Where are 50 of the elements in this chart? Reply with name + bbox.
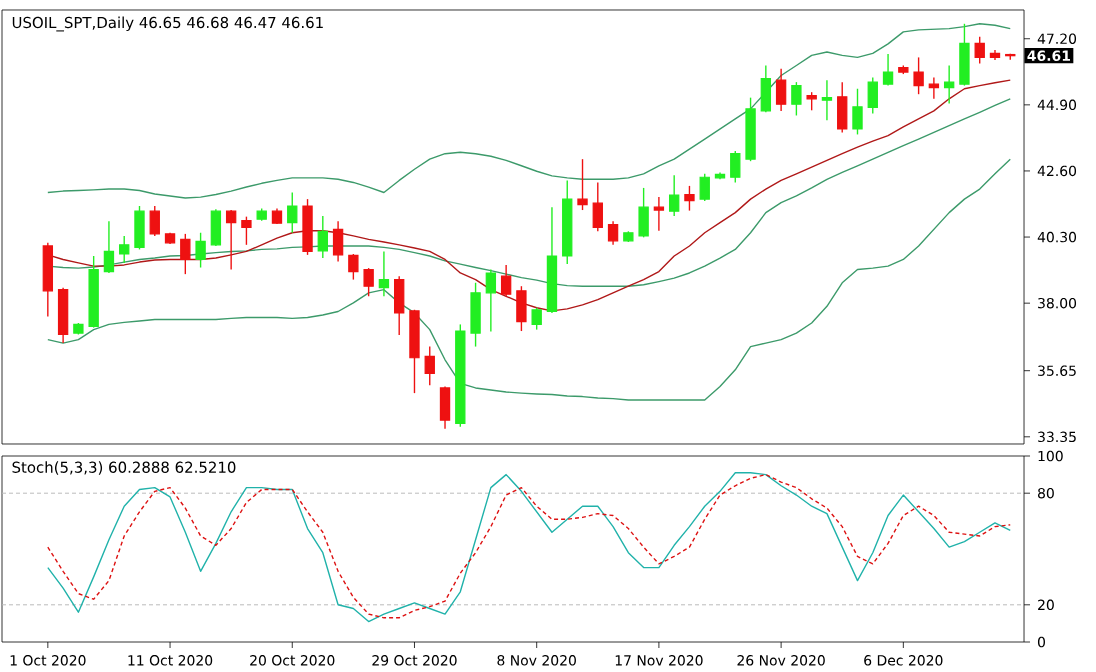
candlestick xyxy=(638,187,649,239)
candlestick xyxy=(775,67,787,112)
candlestick xyxy=(378,250,390,297)
candlestick xyxy=(470,282,481,348)
candlestick xyxy=(882,53,894,87)
candlestick xyxy=(485,268,497,333)
candlestick xyxy=(57,286,69,344)
candlestick xyxy=(180,233,191,275)
candlestick xyxy=(959,23,970,87)
candlestick xyxy=(287,191,298,234)
candlestick xyxy=(592,181,603,232)
candlestick xyxy=(806,91,817,111)
candlestick xyxy=(195,232,206,269)
candlestick xyxy=(210,208,222,247)
candlestick xyxy=(837,81,848,134)
candlestick xyxy=(302,198,313,256)
candlestick xyxy=(317,215,328,259)
candlestick xyxy=(363,267,374,297)
candlestick xyxy=(241,215,252,246)
candlestick xyxy=(516,285,527,332)
candlestick xyxy=(760,64,772,114)
candlestick xyxy=(577,158,588,211)
candlestick xyxy=(913,56,924,95)
candlestick xyxy=(852,88,863,136)
candlestick xyxy=(943,64,955,105)
candlestick xyxy=(409,309,420,394)
candlestick xyxy=(684,185,695,212)
candlestick xyxy=(668,174,680,217)
candlestick xyxy=(500,264,512,297)
candlestick xyxy=(225,209,237,271)
candlestick xyxy=(149,205,160,237)
candlestick xyxy=(928,76,940,100)
candlestick xyxy=(424,345,435,387)
candlestick xyxy=(348,253,359,281)
candlestick xyxy=(134,205,145,251)
candlestick xyxy=(974,36,985,65)
candlestick xyxy=(439,385,451,430)
candlestick xyxy=(103,220,115,274)
candlestick xyxy=(531,307,542,331)
candlestick xyxy=(607,220,619,246)
candlestick xyxy=(653,196,665,232)
candlestick xyxy=(791,81,802,117)
candlestick xyxy=(821,79,833,122)
candlestick xyxy=(699,173,710,202)
candlestick xyxy=(394,275,405,336)
candlestick xyxy=(42,242,54,318)
candlestick xyxy=(867,76,878,115)
candlestick xyxy=(119,235,130,264)
candlestick xyxy=(332,220,344,263)
candlestick xyxy=(730,150,741,184)
